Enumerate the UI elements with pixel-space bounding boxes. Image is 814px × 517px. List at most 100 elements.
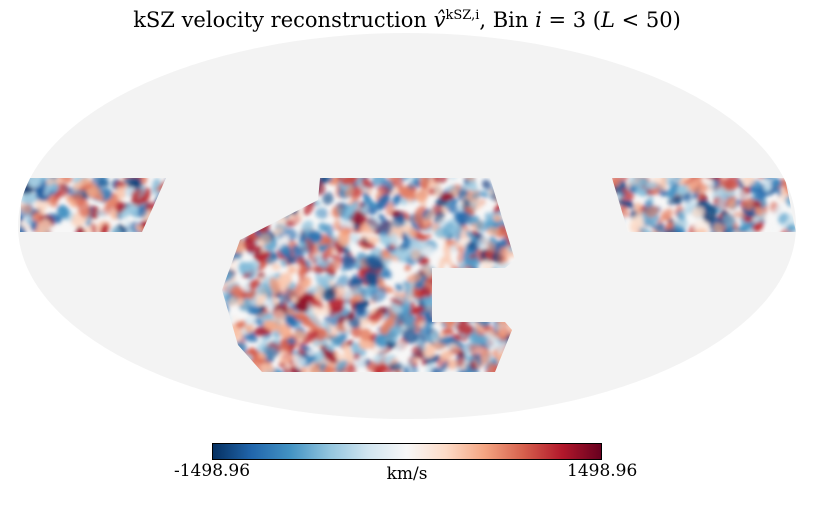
velocity-blob: [116, 186, 126, 200]
velocity-blob: [660, 208, 673, 221]
velocity-blob: [652, 178, 662, 183]
velocity-blob: [305, 237, 317, 255]
velocity-blob: [378, 213, 386, 223]
velocity-blob: [280, 244, 290, 255]
velocity-blob: [406, 273, 422, 283]
velocity-blob: [723, 180, 739, 191]
velocity-blob: [487, 362, 501, 372]
velocity-blob: [333, 335, 346, 346]
velocity-blob: [484, 212, 493, 227]
velocity-blob: [369, 286, 387, 303]
velocity-blob: [413, 205, 427, 224]
velocity-blob: [245, 316, 256, 326]
velocity-blob: [20, 203, 33, 215]
velocity-blob: [464, 178, 475, 184]
velocity-blob: [481, 179, 492, 191]
velocity-blob: [241, 334, 259, 343]
velocity-blob: [410, 249, 422, 260]
velocity-blob: [276, 272, 292, 290]
velocity-blob: [682, 193, 692, 203]
velocity-blob: [399, 302, 413, 316]
velocity-blob: [357, 303, 367, 317]
velocity-blob: [343, 343, 353, 363]
velocity-blob: [253, 316, 265, 327]
velocity-blob: [245, 322, 254, 333]
velocity-blob: [361, 178, 369, 184]
velocity-blob: [737, 189, 749, 201]
velocity-blob: [654, 222, 666, 234]
velocity-blob: [322, 192, 334, 205]
velocity-blob: [359, 328, 372, 341]
velocity-blob: [297, 264, 308, 277]
velocity-blob: [240, 281, 251, 292]
velocity-blob: [398, 186, 416, 201]
velocity-blob: [423, 178, 434, 184]
velocity-blob: [30, 220, 38, 231]
velocity-blob: [423, 344, 436, 358]
velocity-blob: [77, 183, 94, 192]
velocity-blob: [484, 334, 503, 351]
velocity-blob: [644, 205, 659, 218]
velocity-blob: [256, 272, 266, 279]
velocity-blob: [244, 260, 260, 275]
velocity-blob: [374, 363, 388, 372]
velocity-blob: [469, 360, 477, 371]
velocity-blob: [45, 178, 64, 186]
velocity-blob: [673, 184, 690, 195]
velocity-blob: [346, 364, 358, 372]
velocity-blob: [475, 327, 482, 335]
velocity-blob: [369, 200, 377, 209]
velocity-blob: [407, 178, 418, 191]
velocity-blob: [778, 212, 789, 224]
velocity-blob: [390, 297, 404, 306]
velocity-blob: [303, 330, 319, 344]
velocity-blob: [470, 334, 489, 345]
map-title: kSZ velocity reconstruction v̂kSZ,i, Bin…: [0, 2, 814, 34]
velocity-blob: [743, 197, 755, 211]
velocity-blob: [358, 336, 372, 350]
velocity-blob: [294, 297, 310, 313]
velocity-blob: [263, 319, 279, 332]
velocity-blob: [20, 193, 39, 204]
velocity-blob: [774, 205, 783, 217]
velocity-blob: [307, 301, 314, 321]
velocity-blob: [284, 314, 298, 328]
velocity-blob: [324, 366, 335, 372]
velocity-blob: [625, 200, 633, 208]
velocity-blob: [449, 244, 458, 253]
velocity-blob: [413, 297, 419, 304]
velocity-blob: [318, 178, 328, 184]
velocity-blob: [342, 255, 356, 271]
velocity-blob: [329, 298, 344, 314]
velocity-blob: [314, 328, 327, 342]
velocity-blob: [710, 178, 720, 187]
velocity-blob: [428, 187, 436, 195]
velocity-blob: [356, 240, 376, 249]
velocity-blob: [762, 178, 772, 190]
velocity-blob: [289, 367, 301, 372]
velocity-blob: [312, 340, 320, 347]
title-suffix: < 50): [614, 8, 681, 32]
velocity-blob: [372, 352, 385, 365]
velocity-blob: [402, 328, 419, 344]
velocity-blob: [409, 365, 418, 372]
velocity-blob: [418, 321, 426, 329]
velocity-blob: [422, 333, 439, 343]
velocity-blob: [380, 317, 395, 335]
velocity-blob: [430, 367, 442, 372]
velocity-blob: [322, 348, 338, 364]
title-ell: L: [600, 8, 615, 32]
velocity-blob: [247, 289, 256, 300]
velocity-blob: [345, 201, 359, 218]
velocity-blob: [350, 277, 364, 286]
velocity-blob: [382, 257, 392, 266]
velocity-blob: [269, 277, 280, 295]
velocity-blob: [303, 199, 315, 216]
velocity-blob: [439, 350, 454, 361]
velocity-blob: [250, 291, 263, 306]
velocity-blob: [440, 192, 454, 202]
velocity-blob: [272, 309, 288, 326]
velocity-blob: [441, 328, 455, 335]
velocity-blob: [646, 181, 658, 190]
velocity-blob: [717, 194, 727, 210]
